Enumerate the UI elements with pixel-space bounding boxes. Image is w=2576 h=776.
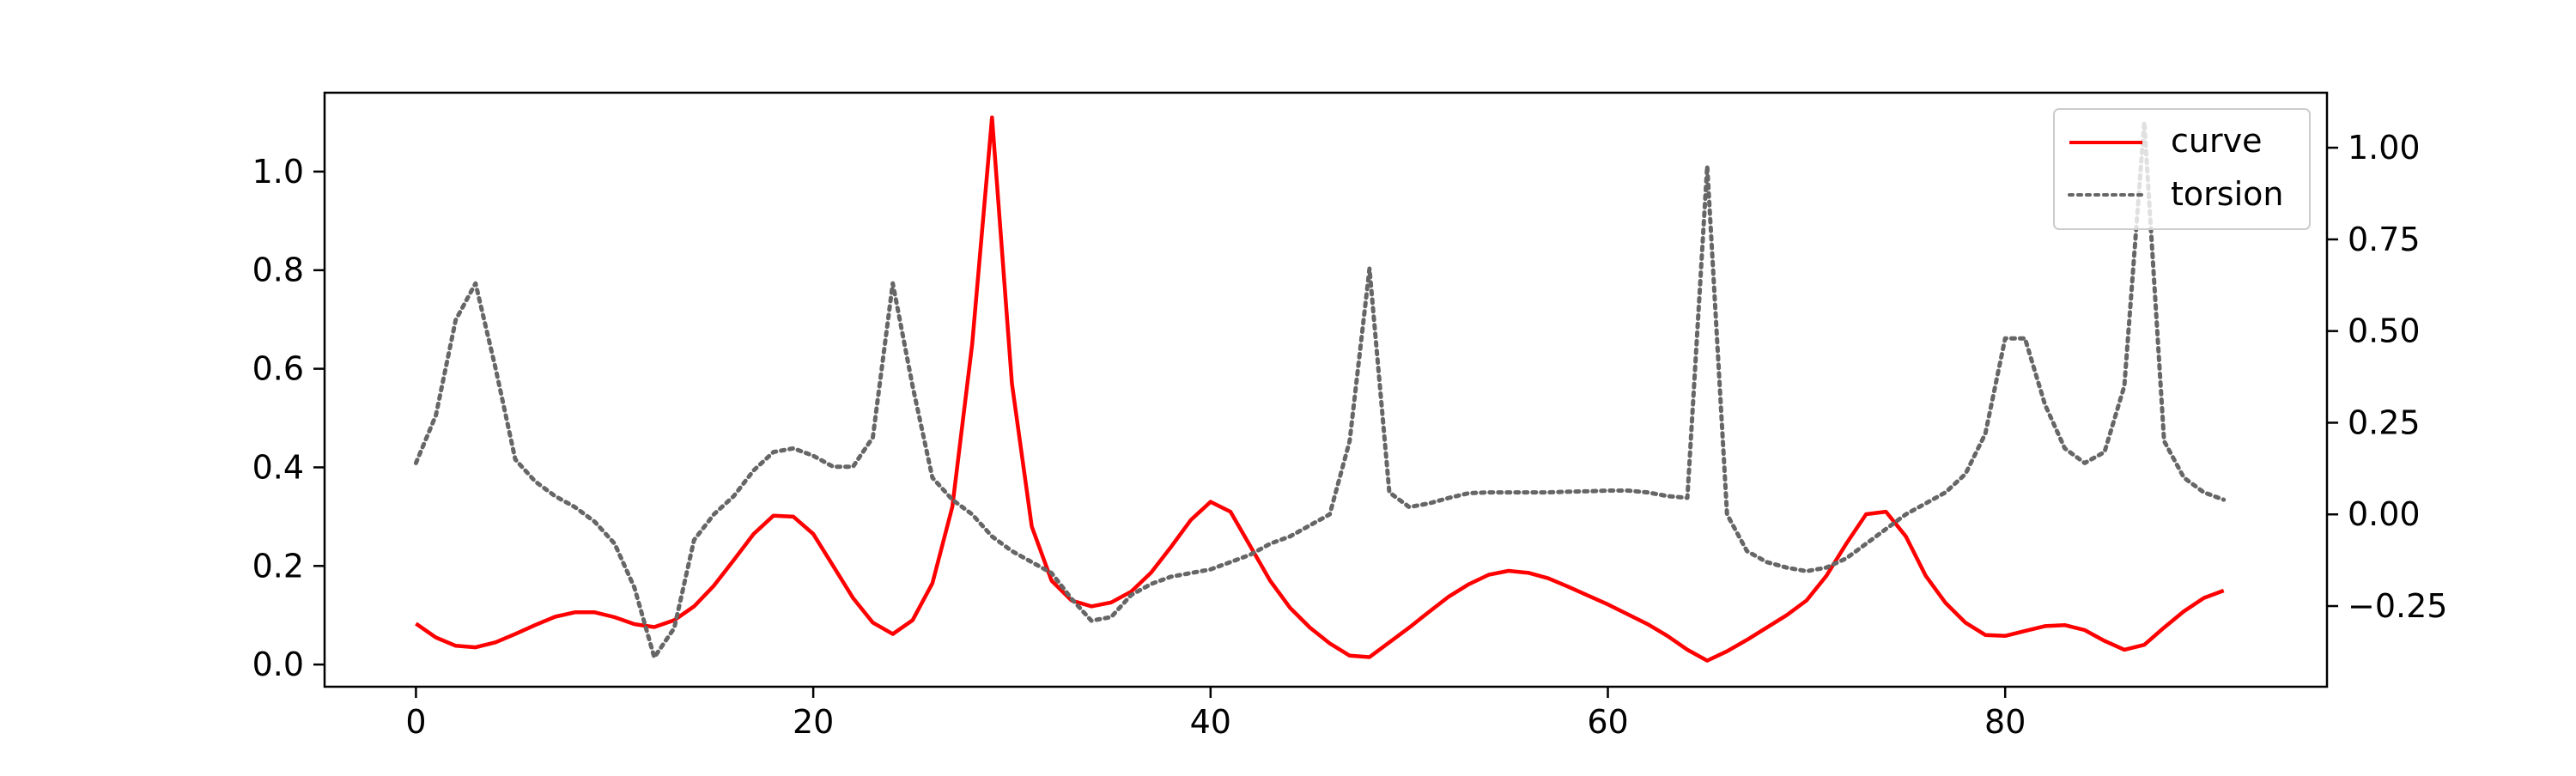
y-left-tick-label: 0.8	[252, 252, 304, 289]
y-right-tick-label: 1.00	[2348, 129, 2421, 167]
legend-label-torsion: torsion	[2171, 175, 2283, 213]
y-left-tick-label: 0.2	[252, 547, 304, 585]
series-line-torsion	[413, 119, 2227, 660]
y-left-tick-label: 1.0	[252, 153, 304, 191]
y-right-tick-label: 0.50	[2348, 312, 2421, 350]
legend-box	[2053, 108, 2311, 230]
legend-label-curve: curve	[2171, 122, 2262, 160]
y-axis-right: −0.25 0.00 0.25 0.50 0.75 1.00	[2327, 129, 2447, 625]
y-left-tick-label: 0.0	[252, 646, 304, 683]
y-axis-left: 0.0 0.2 0.4 0.6 0.8 1.0	[252, 153, 325, 683]
y-right-tick-label: 0.75	[2348, 221, 2421, 258]
y-left-tick-label: 0.4	[252, 448, 304, 486]
x-tick-label: 0	[405, 703, 426, 741]
plot-frame	[323, 91, 2329, 688]
x-tick-label: 80	[1984, 703, 2026, 741]
x-tick-label: 60	[1587, 703, 1628, 741]
y-right-tick-label: 0.25	[2348, 403, 2421, 441]
y-right-tick-label: 0.00	[2348, 495, 2421, 533]
x-tick-label: 20	[793, 703, 834, 741]
series-line-curve	[415, 115, 2225, 663]
series-layer	[413, 115, 2227, 663]
legend: curve torsion	[2053, 108, 2311, 230]
x-axis: 0 20 40 60 80	[405, 687, 2026, 741]
y-right-tick-label: −0.25	[2348, 587, 2447, 625]
y-left-tick-label: 0.6	[252, 350, 304, 388]
x-tick-label: 40	[1190, 703, 1231, 741]
